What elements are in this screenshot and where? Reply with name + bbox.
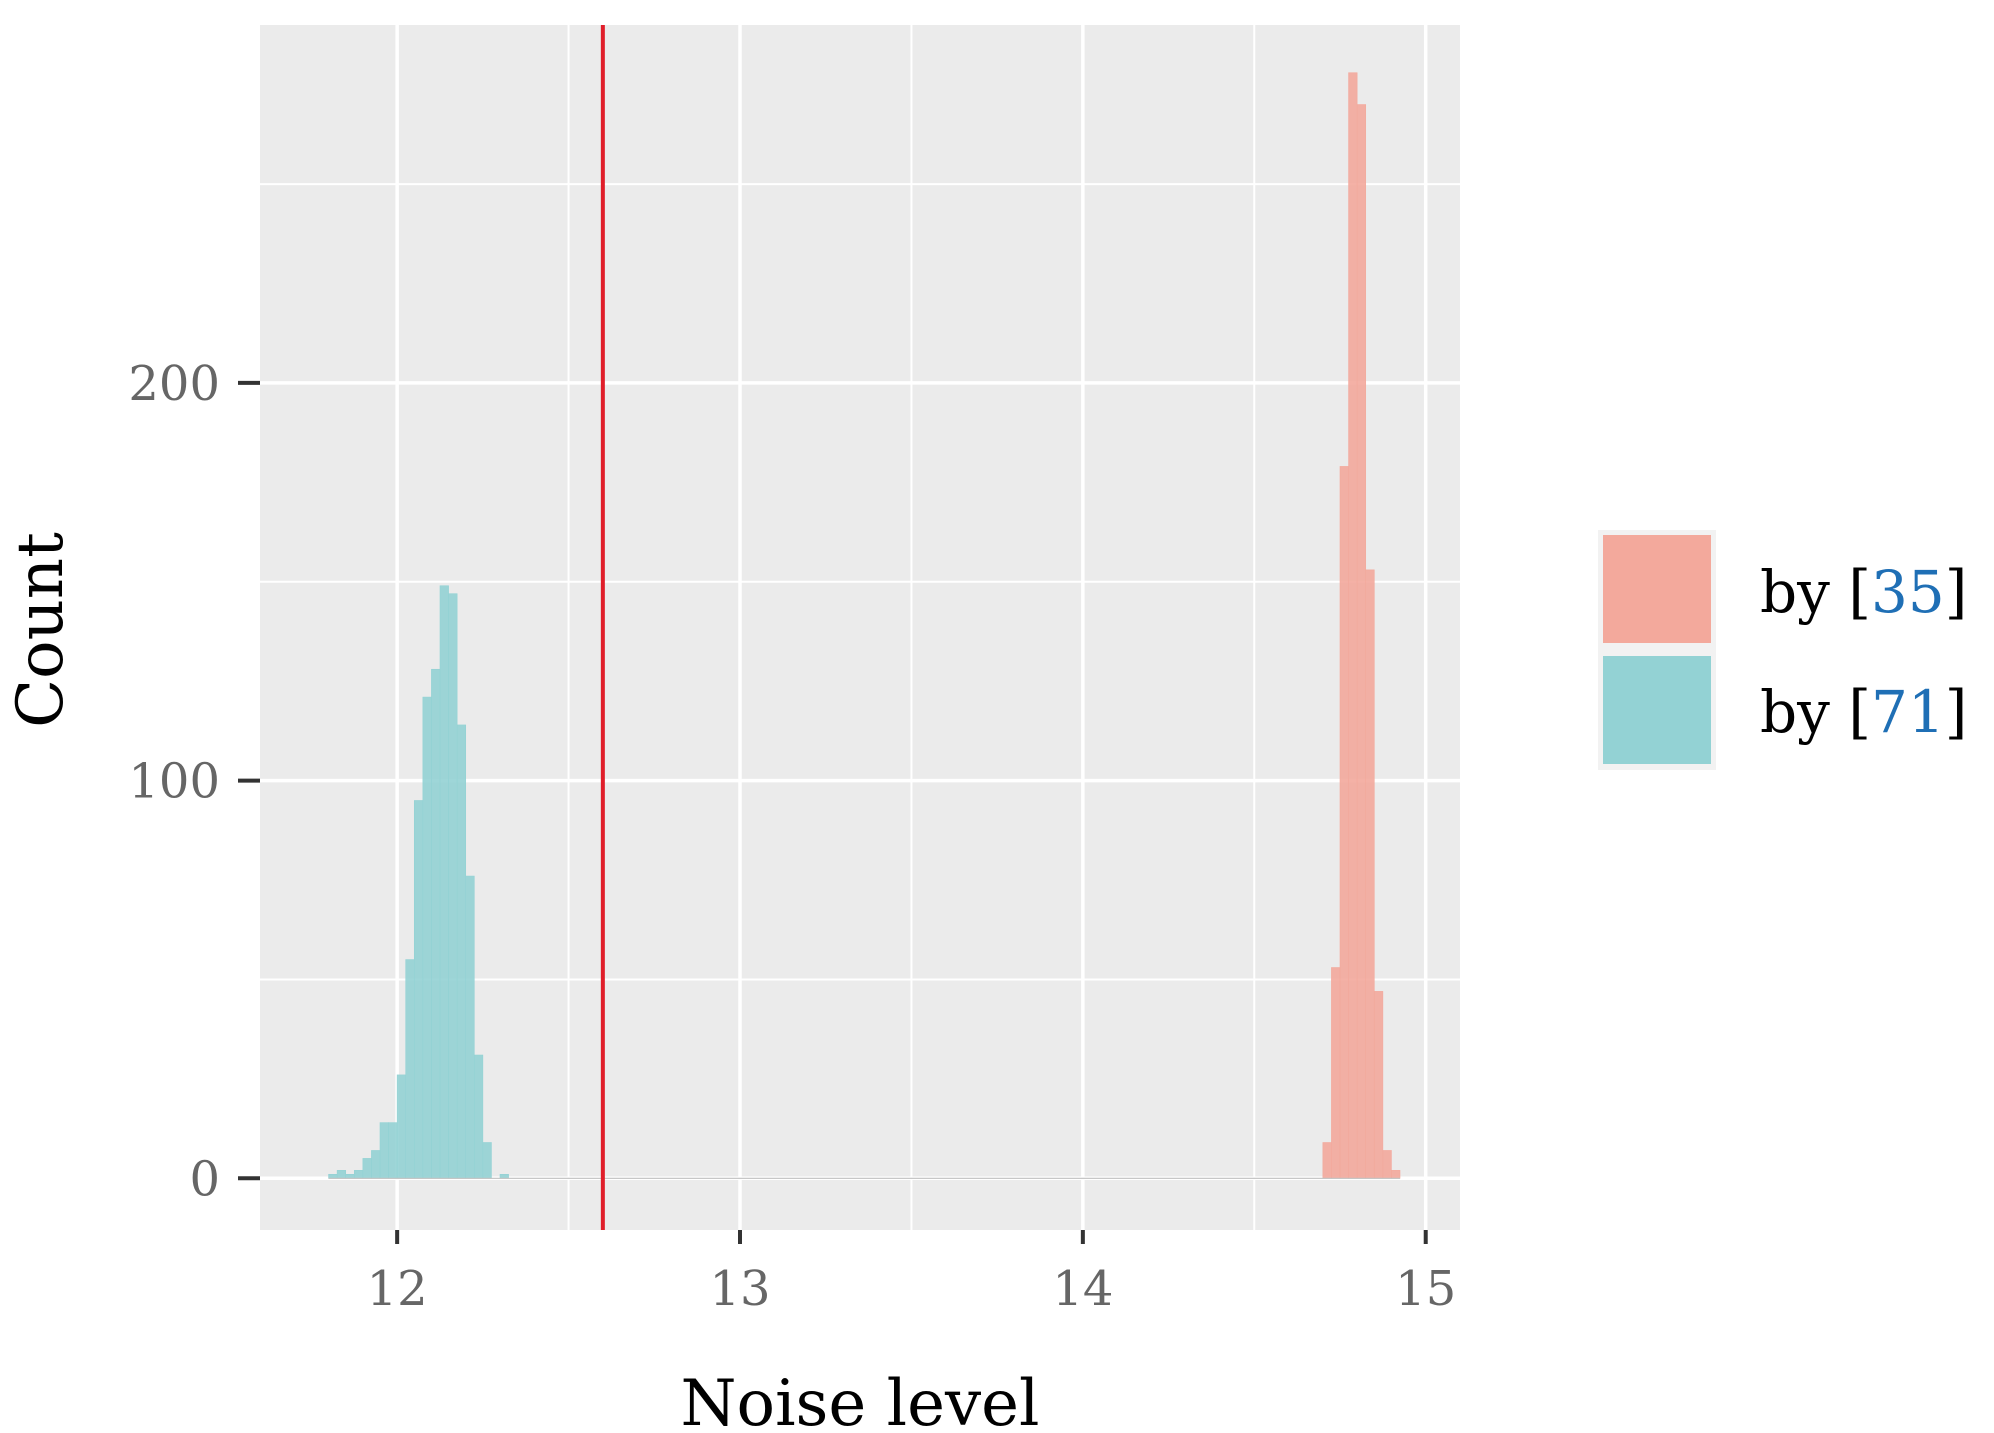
legend-citation-link[interactable]: 71	[1871, 678, 1945, 746]
histogram-bar-series-71	[439, 585, 449, 1179]
legend-label-suffix: ]	[1945, 678, 1968, 746]
histogram-bar-series-35	[1339, 466, 1349, 1179]
legend: by [35] by [71]	[1598, 530, 1967, 770]
histogram-bar-series-71	[336, 1170, 347, 1179]
legend-label-suffix: ]	[1945, 558, 1968, 626]
histogram-bar-series-71	[405, 959, 415, 1179]
histogram-bar-series-35	[1382, 1150, 1392, 1179]
legend-citation-link[interactable]: 35	[1871, 558, 1945, 626]
axes: 12 13 14 15 0 100 200	[128, 356, 1456, 1317]
histogram-bar-series-35	[1365, 569, 1375, 1179]
histogram-bar-series-71	[371, 1150, 381, 1179]
histogram-bar-series-71	[422, 696, 432, 1179]
x-tick-label: 13	[709, 1261, 770, 1317]
legend-label-prefix: by [	[1760, 558, 1871, 626]
histogram-bar-series-71	[448, 593, 458, 1179]
histogram-bar-series-71	[396, 1074, 407, 1179]
histogram-bar-series-71	[482, 1142, 492, 1179]
histogram-bar-series-71	[379, 1122, 389, 1179]
x-axis-title: Noise level	[681, 1367, 1040, 1433]
legend-label-by-35: by [35]	[1760, 558, 1967, 626]
histogram-bar-series-71	[388, 1122, 398, 1179]
histogram-bar-series-35	[1331, 967, 1341, 1179]
histogram-bar-series-35	[1373, 991, 1384, 1179]
histogram-bar-series-71	[353, 1170, 364, 1179]
histogram-bars	[328, 72, 1401, 1179]
histogram-bar-series-35	[1391, 1170, 1401, 1179]
legend-key-by-35	[1603, 535, 1711, 643]
histogram-bar-series-35	[1356, 104, 1367, 1179]
x-tick-label: 15	[1395, 1261, 1456, 1317]
histogram-bar-series-71	[465, 875, 475, 1179]
y-axis-title: Count	[4, 532, 78, 728]
legend-label-prefix: by [	[1760, 678, 1871, 746]
histogram-bar-series-35	[1322, 1142, 1332, 1179]
x-tick-label: 12	[367, 1261, 428, 1317]
legend-label-by-71: by [71]	[1760, 678, 1967, 746]
y-tick-label: 0	[189, 1151, 220, 1207]
histogram-bar-series-71	[431, 668, 441, 1179]
x-tick-label: 14	[1052, 1261, 1113, 1317]
histogram-bar-series-71	[473, 1054, 484, 1179]
y-tick-label: 100	[128, 754, 220, 810]
legend-key-by-71	[1603, 656, 1711, 764]
histogram-bar-series-71	[413, 800, 424, 1179]
y-tick-label: 200	[128, 356, 220, 412]
histogram-bar-series-71	[456, 724, 467, 1179]
histogram-bar-series-71	[362, 1158, 372, 1179]
histogram-bar-series-35	[1348, 72, 1358, 1179]
